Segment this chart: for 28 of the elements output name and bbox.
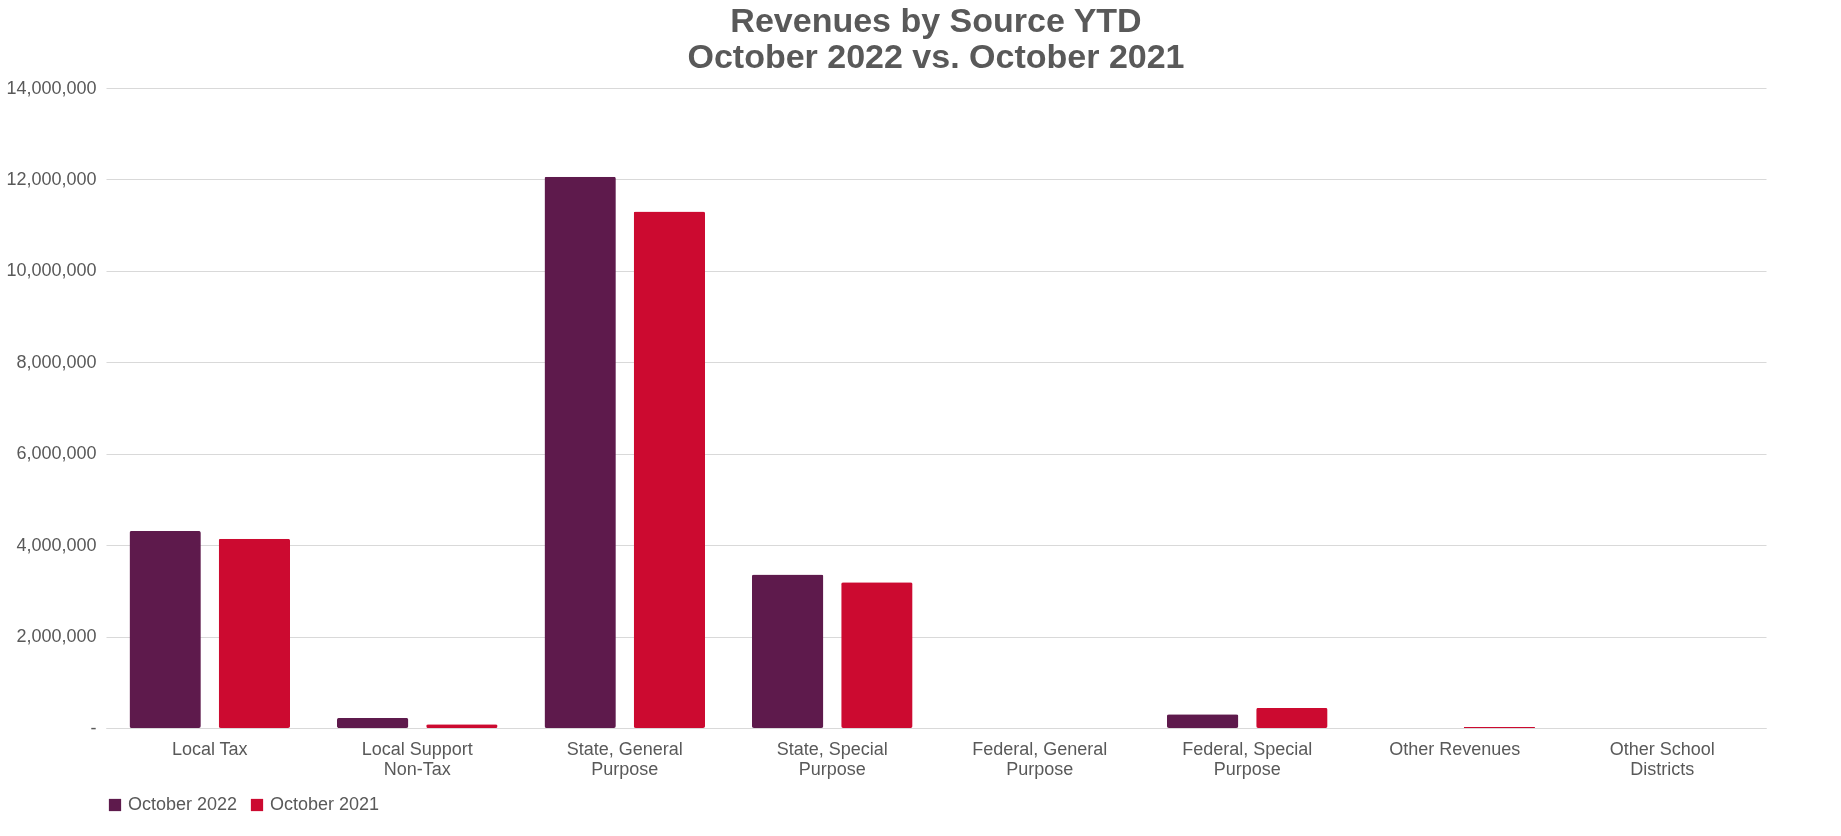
bar	[633, 211, 706, 728]
bar	[751, 574, 824, 728]
x-tick-label: Other Revenues	[1389, 738, 1521, 759]
y-tick-label: 8,000,000	[16, 351, 97, 372]
x-tick-label: Local Support Non-Tax	[361, 738, 473, 779]
y-tick-label: 2,000,000	[16, 626, 97, 647]
bar	[218, 538, 291, 728]
bar	[336, 717, 409, 728]
x-tick-label: Federal, Special Purpose	[1182, 738, 1313, 779]
y-tick-label: -	[90, 717, 97, 738]
x-tick-label: Local Tax	[171, 738, 248, 759]
bar	[129, 530, 201, 728]
y-tick-label: 10,000,000	[6, 260, 97, 281]
bar	[544, 176, 616, 728]
bar	[1166, 714, 1239, 728]
bar	[841, 582, 913, 728]
chart-title: Revenues by Source YTD October 2022 vs. October 2021	[687, 1, 1185, 75]
legend-label: October 2021	[270, 794, 380, 814]
y-tick-label: 4,000,000	[16, 534, 97, 555]
legend-label: October 2022	[128, 794, 238, 814]
y-tick-label: 6,000,000	[16, 443, 97, 464]
y-tick-label: 12,000,000	[6, 168, 97, 189]
x-tick-label: Other School Districts	[1609, 738, 1715, 779]
x-tick-label: State, General Purpose	[566, 738, 683, 779]
bar	[1256, 707, 1328, 728]
y-tick-label: 14,000,000	[6, 77, 97, 98]
x-tick-label: Federal, General Purpose	[972, 738, 1108, 779]
x-tick-label: State, Special Purpose	[776, 738, 888, 779]
